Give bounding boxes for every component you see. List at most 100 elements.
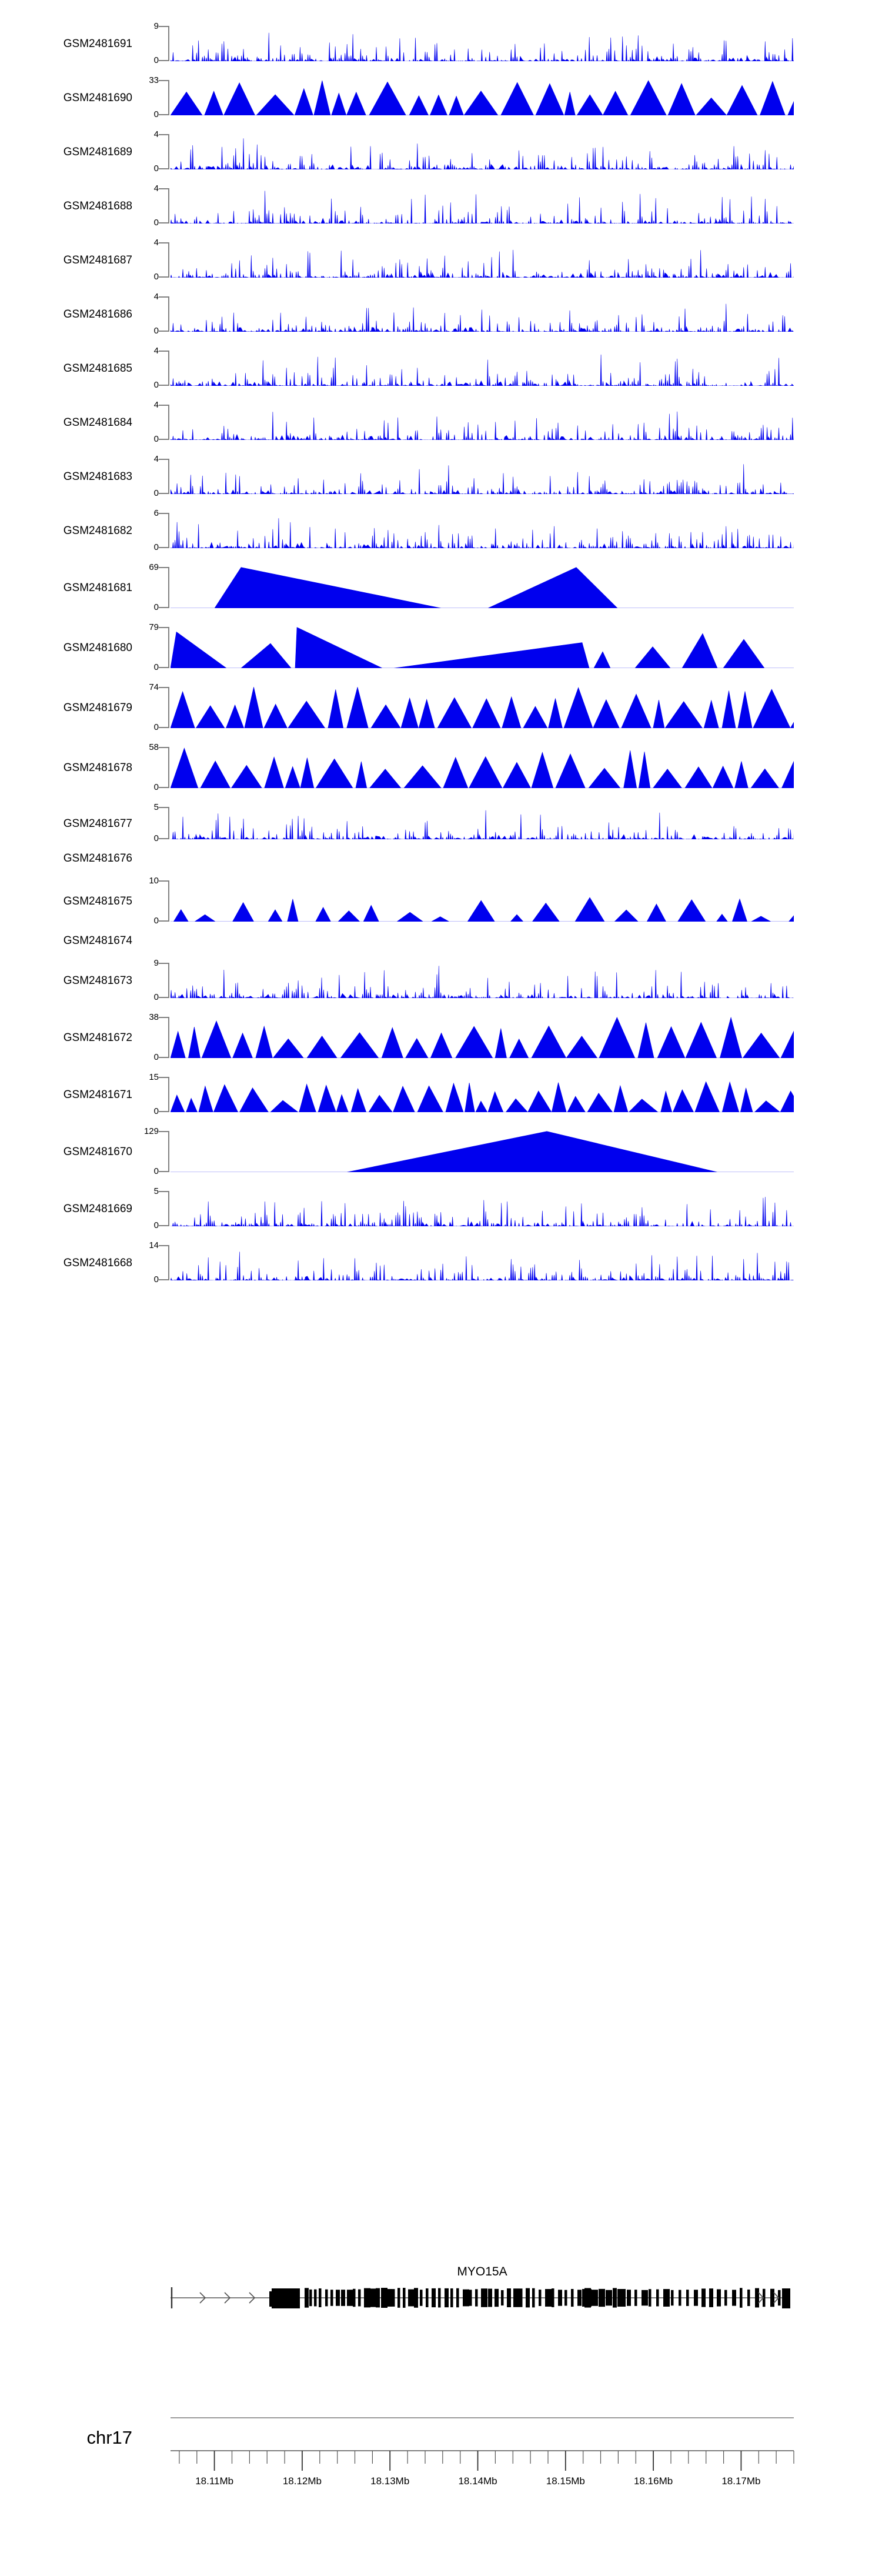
gene-model-track[interactable]: MYO15A: [0, 2265, 882, 2332]
axis-min-label: 0: [153, 1052, 159, 1062]
axis-min-label: 0: [153, 1220, 159, 1230]
axis-tick-top: [159, 134, 168, 135]
track-label: GSM2481691: [63, 38, 132, 50]
axis-tick-bottom: [159, 920, 168, 922]
track-gsm2481674[interactable]: GSM2481674: [0, 935, 882, 956]
track-gsm2481670[interactable]: GSM2481670 129 0: [0, 1127, 882, 1187]
axis-min-label: 0: [153, 1166, 159, 1176]
track-data-area[interactable]: [171, 687, 794, 728]
axis-tick-bottom: [159, 385, 168, 386]
track-data-area[interactable]: [171, 134, 794, 169]
coverage-area: [171, 810, 794, 839]
track-gsm2481669[interactable]: GSM2481669 5 0: [0, 1187, 882, 1242]
track-data-area[interactable]: [171, 747, 794, 788]
track-data-area[interactable]: [171, 1191, 794, 1226]
track-label: GSM2481687: [63, 254, 132, 266]
track-label: GSM2481689: [63, 146, 132, 158]
track-data-area[interactable]: [171, 351, 794, 386]
track-data-area[interactable]: [171, 880, 794, 922]
axis-min-label: 0: [153, 109, 159, 119]
axis-min-label: 0: [153, 55, 159, 65]
axis-tick-top: [159, 1077, 168, 1078]
track-data-area[interactable]: [171, 963, 794, 998]
axis-tick-top: [159, 1245, 168, 1246]
track-gsm2481691[interactable]: GSM2481691 9 0: [0, 22, 882, 76]
track-data-area[interactable]: [171, 567, 794, 608]
track-data-area[interactable]: [171, 459, 794, 494]
axis-max-label: 58: [149, 742, 159, 752]
track-data-area[interactable]: [171, 405, 794, 440]
axis-min-label: 0: [153, 380, 159, 390]
track-gsm2481676[interactable]: GSM2481676: [0, 852, 882, 873]
track-gsm2481688[interactable]: GSM2481688 4 0: [0, 184, 882, 239]
axis-line: [168, 627, 169, 668]
track-data-area[interactable]: [171, 1017, 794, 1058]
track-data-area[interactable]: [171, 807, 794, 839]
track-gsm2481678[interactable]: GSM2481678 58 0: [0, 743, 882, 803]
track-data-area[interactable]: [171, 1245, 794, 1280]
track-gsm2481672[interactable]: GSM2481672 38 0: [0, 1013, 882, 1073]
track-gsm2481677[interactable]: GSM2481677 5 0: [0, 803, 882, 855]
track-y-axis: [158, 242, 171, 278]
track-data-area[interactable]: [171, 513, 794, 548]
axis-max-label: 4: [153, 400, 159, 410]
track-data-area[interactable]: [171, 242, 794, 278]
track-data-area[interactable]: [171, 80, 794, 115]
axis-tick-bottom: [159, 1225, 168, 1226]
track-gsm2481671[interactable]: GSM2481671 15 0: [0, 1073, 882, 1127]
track-gsm2481684[interactable]: GSM2481684 4 0: [0, 401, 882, 455]
track-gsm2481686[interactable]: GSM2481686 4 0: [0, 292, 882, 347]
axis-tick-bottom: [159, 727, 168, 728]
track-gsm2481689[interactable]: GSM2481689 4 0: [0, 130, 882, 185]
track-gsm2481680[interactable]: GSM2481680 79 0: [0, 623, 882, 683]
axis-line: [168, 459, 169, 494]
track-gsm2481687[interactable]: GSM2481687 4 0: [0, 238, 882, 293]
track-data-area[interactable]: [171, 1077, 794, 1112]
axis-max-label: 4: [153, 292, 159, 302]
axis-tick-top: [159, 687, 168, 688]
track-label: GSM2481686: [63, 308, 132, 321]
track-gsm2481675[interactable]: GSM2481675 10 0: [0, 876, 882, 937]
track-gsm2481679[interactable]: GSM2481679 74 0: [0, 683, 882, 743]
track-data-area[interactable]: [171, 188, 794, 223]
track-y-axis: [158, 627, 171, 668]
track-label: GSM2481683: [63, 471, 132, 483]
axis-max-label: 15: [149, 1072, 159, 1082]
axis-tick-top: [159, 26, 168, 27]
axis-tick-top: [159, 1131, 168, 1132]
coverage-area: [171, 748, 794, 788]
genome-axis[interactable]: chr17 18.11Mb 18.12Mb 18.13Mb 18.14Mb 18.15M…: [0, 2414, 882, 2520]
axis-tick-top: [159, 459, 168, 460]
axis-line: [168, 351, 169, 386]
track-data-area[interactable]: [171, 627, 794, 668]
axis-max-label: 10: [149, 876, 159, 886]
track-gsm2481673[interactable]: GSM2481673 9 0: [0, 959, 882, 1013]
axis-tick-label: 18.13Mb: [370, 2475, 410, 2487]
track-y-axis: [158, 351, 171, 386]
track-label: GSM2481669: [63, 1203, 132, 1215]
track-gsm2481690[interactable]: GSM2481690 33 0: [0, 76, 882, 131]
track-gsm2481683[interactable]: GSM2481683 4 0: [0, 455, 882, 509]
axis-line: [168, 1191, 169, 1226]
coverage-area: [171, 464, 794, 494]
track-data-area[interactable]: [171, 296, 794, 332]
axis-tick-label: 18.14Mb: [458, 2475, 497, 2487]
track-gsm2481685[interactable]: GSM2481685 4 0: [0, 346, 882, 401]
track-data-area[interactable]: [171, 26, 794, 61]
axis-tick-bottom: [159, 547, 168, 548]
track-y-axis: [158, 1245, 171, 1280]
axis-min-label: 0: [153, 163, 159, 173]
track-gsm2481682[interactable]: GSM2481682 6 0: [0, 509, 882, 563]
coverage-area: [171, 411, 794, 440]
track-gsm2481668[interactable]: GSM2481668 14 0: [0, 1241, 882, 1296]
axis-tick-top: [159, 807, 168, 808]
axis-max-label: 4: [153, 454, 159, 464]
track-data-area[interactable]: [171, 1131, 794, 1172]
gene-name-label: MYO15A: [457, 2265, 507, 2278]
axis-max-label: 9: [153, 21, 159, 31]
axis-tick-label: 18.17Mb: [721, 2475, 761, 2487]
track-label: GSM2481670: [63, 1146, 132, 1158]
track-gsm2481681[interactable]: GSM2481681 69 0: [0, 563, 882, 623]
axis-tick-label: 18.12Mb: [282, 2475, 322, 2487]
